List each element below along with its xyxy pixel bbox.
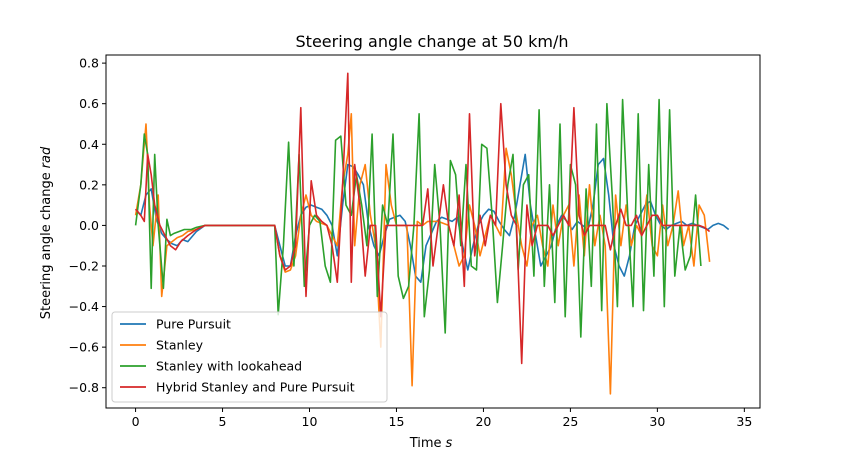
y-axis-label: Steering angle change rad [39, 146, 54, 319]
x-tick-label: 20 [475, 414, 491, 429]
legend-label-2: Stanley with lookahead [156, 359, 302, 374]
y-axis-ticks: −0.8 −0.6 −0.4 −0.2 0.0 0.2 0.4 0.6 0.8 [69, 56, 106, 395]
x-axis-ticks: 0 5 10 15 20 25 30 35 [132, 408, 752, 429]
x-axis-label-unit: s [446, 436, 453, 451]
y-tick-label: 0.6 [79, 96, 99, 111]
legend-label-0: Pure Pursuit [156, 317, 231, 332]
y-tick-label: −0.6 [69, 340, 99, 355]
axes-border [105, 54, 761, 409]
x-tick-label: 35 [736, 414, 752, 429]
x-tick-label: 5 [219, 414, 227, 429]
x-axis-label: Time s [409, 436, 453, 451]
axes-frame [105, 54, 761, 409]
x-tick-label: 25 [562, 414, 578, 429]
chart-title: Steering angle change at 50 km/h [296, 32, 569, 51]
y-axis-label-unit: rad [39, 146, 54, 168]
x-axis-label-text: Time [409, 436, 442, 451]
x-tick-label: 10 [302, 414, 318, 429]
series-line-3 [134, 72, 711, 365]
y-tick-label: 0.4 [79, 137, 99, 152]
y-tick-label: 0.0 [79, 218, 99, 233]
y-tick-label: 0.8 [79, 56, 99, 71]
y-tick-label: −0.2 [69, 258, 99, 273]
y-axis-label-text: Steering angle change [39, 172, 54, 319]
x-tick-label: 30 [649, 414, 665, 429]
y-tick-label: 0.2 [79, 177, 99, 192]
plot-lines [134, 72, 730, 395]
x-tick-label: 15 [389, 414, 405, 429]
legend-box [111, 311, 388, 403]
y-tick-label: −0.8 [69, 380, 99, 395]
x-tick-label: 0 [132, 414, 140, 429]
legend-label-1: Stanley [156, 338, 204, 353]
y-tick-label: −0.4 [69, 299, 99, 314]
legend: Pure Pursuit Stanley Stanley with lookahea… [111, 311, 388, 403]
legend-label-3: Hybrid Stanley and Pure Pursuit [156, 380, 355, 395]
